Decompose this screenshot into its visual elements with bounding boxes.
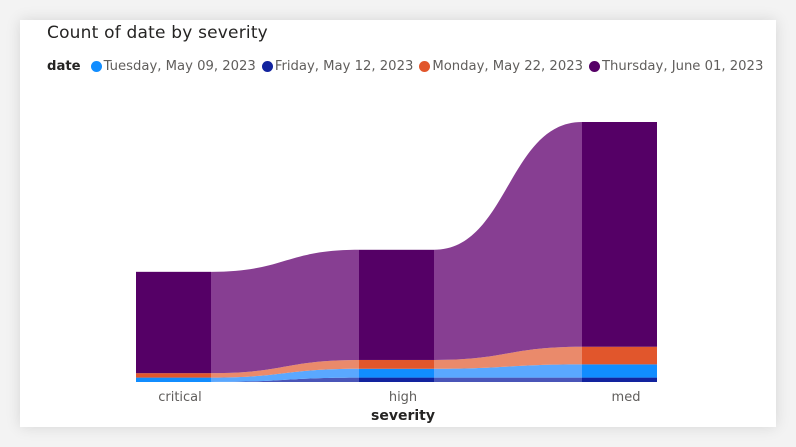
column-segment-critical[interactable]: [136, 377, 211, 382]
legend-marker-icon: [261, 61, 273, 72]
legend-label: Monday, May 22, 2023: [432, 59, 583, 74]
ribbon-high-to-med[interactable]: [434, 346, 582, 369]
legend-item-jun01[interactable]: Thursday, June 01, 2023: [589, 59, 763, 74]
x-tick-label: med: [612, 390, 641, 405]
column-segment-high[interactable]: [359, 377, 434, 382]
x-tick-label: critical: [158, 390, 202, 405]
ribbon-high-to-med[interactable]: [434, 122, 582, 360]
legend-label: Tuesday, May 09, 2023: [103, 59, 256, 74]
legend-item-may22[interactable]: Monday, May 22, 2023: [419, 59, 583, 74]
legend-title: date: [47, 59, 81, 74]
legend-marker-icon: [90, 61, 102, 72]
column-segment-high[interactable]: [359, 249, 434, 360]
column-segment-med[interactable]: [582, 364, 657, 378]
x-tick-label: high: [389, 390, 417, 405]
legend-marker-icon: [419, 61, 431, 72]
x-axis-ticks: critical high med: [158, 390, 640, 405]
ribbon-high-to-med[interactable]: [434, 364, 582, 378]
column-segment-med[interactable]: [582, 377, 657, 382]
columns-layer: [136, 122, 657, 382]
ribbon-critical-to-high[interactable]: [211, 249, 359, 374]
column-segment-med[interactable]: [582, 122, 657, 347]
column-segment-critical[interactable]: [136, 373, 211, 378]
x-axis-label: severity: [371, 408, 435, 424]
legend-label: Friday, May 12, 2023: [274, 59, 414, 74]
legend-item-may12[interactable]: Friday, May 12, 2023: [261, 59, 414, 74]
legend-marker-icon: [589, 61, 600, 72]
legend: date Tuesday, May 09, 2023 Friday, May 1…: [47, 59, 769, 74]
ribbon-critical-to-high[interactable]: [211, 368, 359, 382]
column-segment-high[interactable]: [359, 368, 434, 378]
ribbons-layer: [211, 122, 582, 382]
ribbon-critical-to-high[interactable]: [211, 359, 359, 378]
legend-item-may09[interactable]: Tuesday, May 09, 2023: [90, 59, 256, 74]
column-segment-med[interactable]: [582, 346, 657, 365]
ribbon-high-to-med[interactable]: [434, 377, 582, 382]
ribbon-critical-to-high[interactable]: [211, 377, 359, 382]
legend-label: Thursday, June 01, 2023: [602, 59, 764, 74]
chart-title: Count of date by severity: [47, 23, 268, 43]
column-segment-critical[interactable]: [136, 271, 211, 374]
column-segment-high[interactable]: [359, 359, 434, 369]
